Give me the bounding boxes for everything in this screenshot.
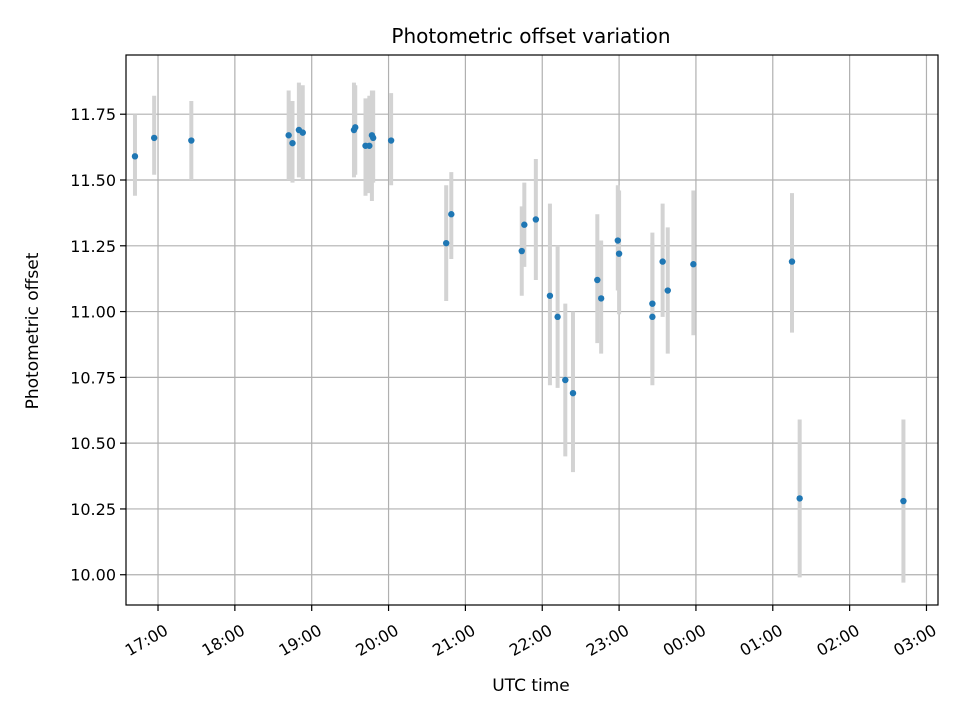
data-point <box>562 376 569 384</box>
data-point <box>649 313 656 321</box>
data-point <box>131 153 139 160</box>
data-point <box>366 142 373 149</box>
data-point <box>289 139 296 147</box>
data-point <box>521 221 528 228</box>
y-tick-label: 10.75 <box>70 368 116 387</box>
data-point <box>546 292 554 299</box>
data-point <box>597 295 605 302</box>
data-point <box>788 258 796 265</box>
data-point <box>285 132 292 139</box>
data-point <box>150 134 158 142</box>
y-tick-label: 11.75 <box>70 105 116 124</box>
data-point <box>649 300 656 307</box>
data-point <box>188 137 195 144</box>
data-point <box>387 137 395 144</box>
y-axis-title: Photometric offset <box>23 252 43 409</box>
data-point <box>448 211 455 218</box>
data-point <box>554 313 561 321</box>
y-tick-label: 10.00 <box>70 566 116 585</box>
data-point <box>615 250 623 257</box>
y-tick-label: 10.25 <box>70 500 116 519</box>
plot-area-frame <box>125 54 939 606</box>
chart-title: Photometric offset variation <box>391 24 670 48</box>
data-point <box>442 239 450 247</box>
y-tick-label: 11.50 <box>70 171 116 190</box>
data-point <box>569 389 577 397</box>
data-points <box>131 124 907 505</box>
data-point <box>690 261 697 268</box>
y-tick-label: 11.25 <box>70 237 116 256</box>
data-point <box>664 287 671 294</box>
y-axis-ticks: 10.00 10.25 10.50 10.75 11.00 11.25 11.50 11.75 <box>70 105 126 585</box>
data-point <box>594 276 601 284</box>
data-point <box>369 134 377 142</box>
data-point <box>299 129 306 136</box>
y-tick-label: 10.50 <box>70 434 116 453</box>
x-axis-title: UTC time <box>492 676 570 696</box>
data-point <box>796 495 803 502</box>
data-point <box>900 497 907 505</box>
data-point <box>614 237 622 244</box>
grid-lines <box>126 55 938 605</box>
y-tick-label: 11.00 <box>70 303 116 322</box>
data-point <box>352 124 359 131</box>
data-point <box>532 216 540 223</box>
data-point <box>518 247 525 255</box>
data-point <box>659 258 666 265</box>
